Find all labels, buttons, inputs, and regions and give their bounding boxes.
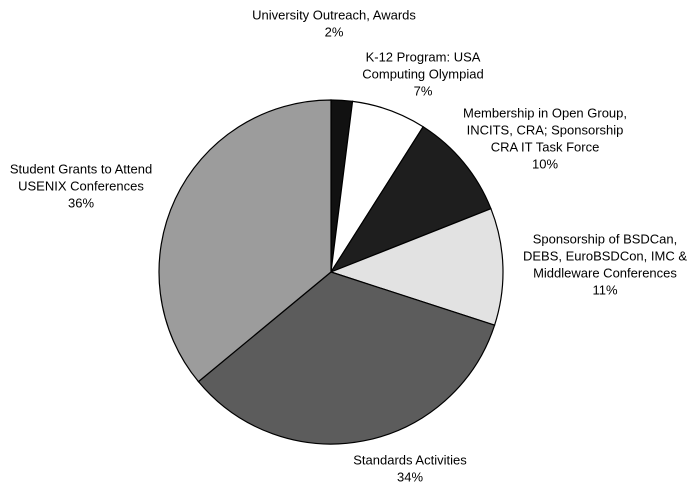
slice-label: Sponsorship of BSDCan,	[533, 231, 678, 246]
slice-label: USENIX Conferences	[18, 178, 144, 193]
value-label: 2%	[325, 24, 344, 39]
slice-label: K-12 Program: USA	[366, 49, 481, 64]
value-label: 11%	[592, 282, 617, 297]
value-label: 10%	[532, 156, 558, 171]
slice-label: Middleware Conferences	[533, 265, 677, 280]
slice-label: University Outreach, Awards	[252, 7, 416, 22]
value-label: 36%	[68, 195, 94, 210]
pie-slice	[197, 271, 496, 445]
slice-label: Standards Activities	[353, 452, 467, 467]
slice-label: Membership in Open Group,	[463, 105, 627, 120]
slice-label: INCITS, CRA; Sponsorship	[467, 122, 624, 137]
value-label: 7%	[414, 83, 433, 98]
pie-slice	[329, 207, 504, 326]
pie-slice	[158, 99, 332, 383]
slice-label: DEBS, EuroBSDCon, IMC &	[523, 248, 687, 263]
pie-slice	[329, 125, 492, 274]
value-label: 34%	[397, 469, 423, 484]
slice-label: Computing Olympiad	[362, 66, 483, 81]
slice-label: Student Grants to Attend	[10, 161, 152, 176]
slice-label: CRA IT Task Force	[491, 139, 600, 154]
